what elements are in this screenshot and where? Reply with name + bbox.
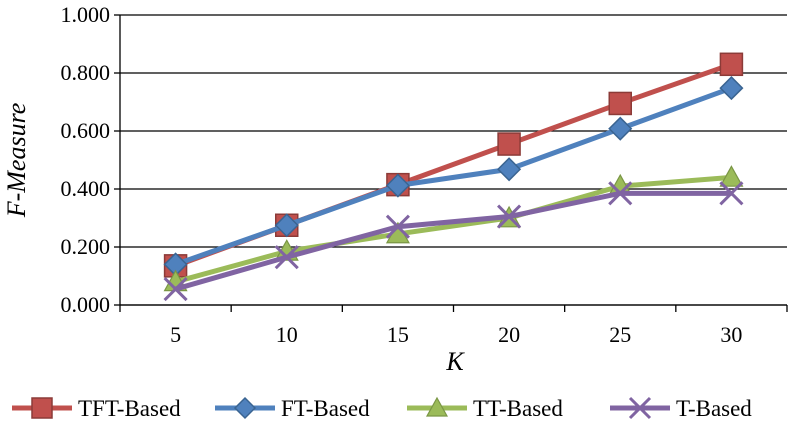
data-point-diamond [233,396,257,420]
y-tick-label: 0.000 [61,292,111,317]
legend-item-tft-based: TFT-Based [12,396,181,421]
x-tick-label: 30 [720,322,742,347]
x-tick-label: 5 [170,322,181,347]
data-point-x [385,214,410,239]
data-point-diamond [385,173,410,198]
data-point-x [497,204,522,229]
x-tick-label: 10 [276,322,298,347]
data-point-x [163,276,188,302]
x-axis: 5 10 15 20 25 30 [119,15,788,347]
data-point-square [608,91,632,116]
data-point-x [608,181,633,206]
y-tick-label: 0.200 [61,234,111,259]
data-point-diamond [719,76,744,101]
y-tick-labels: 0.000 0.200 0.400 0.600 0.800 1.000 [61,2,111,317]
x-tick-label: 25 [609,322,631,347]
data-point-triangle [425,396,449,417]
y-tick-label: 1.000 [61,2,111,27]
gridlines [114,14,787,306]
data-point-x [719,181,744,206]
series-line [174,174,732,285]
series-ft-based [163,76,744,277]
y-tick-label: 0.600 [61,118,111,143]
legend: TFT-Based FT-Based TT-Based T-Based [12,396,752,421]
legend-item-ft-based: FT-Based [215,396,370,421]
data-point-square [497,132,521,156]
legend-item-t-based: T-Based [610,396,752,421]
y-axis-title: F-Measure [2,103,31,219]
data-point-square [719,52,744,77]
series-line [174,85,733,267]
legend-item-tt-based: TT-Based [407,396,563,421]
series-t-based [163,181,744,302]
series-tft-based [163,52,744,278]
y-tick-label: 0.800 [61,60,111,85]
legend-label: TT-Based [473,396,563,421]
x-tick-label: 20 [498,322,520,347]
y-tick-label: 0.400 [61,176,111,201]
data-point-triangle [719,165,744,187]
x-axis-title: K [445,347,465,376]
data-point-diamond [274,213,299,238]
series-tt-based [163,165,744,292]
legend-label: FT-Based [281,396,370,421]
data-point-square [31,397,53,419]
data-point-x [274,245,299,270]
data-point-x [628,396,652,420]
data-point-diamond [608,116,633,141]
series-line [174,190,732,292]
legend-label: T-Based [676,396,752,421]
x-tick-label: 15 [387,322,409,347]
legend-label: TFT-Based [78,396,181,421]
series-group [163,52,744,302]
data-point-diamond [497,157,522,182]
